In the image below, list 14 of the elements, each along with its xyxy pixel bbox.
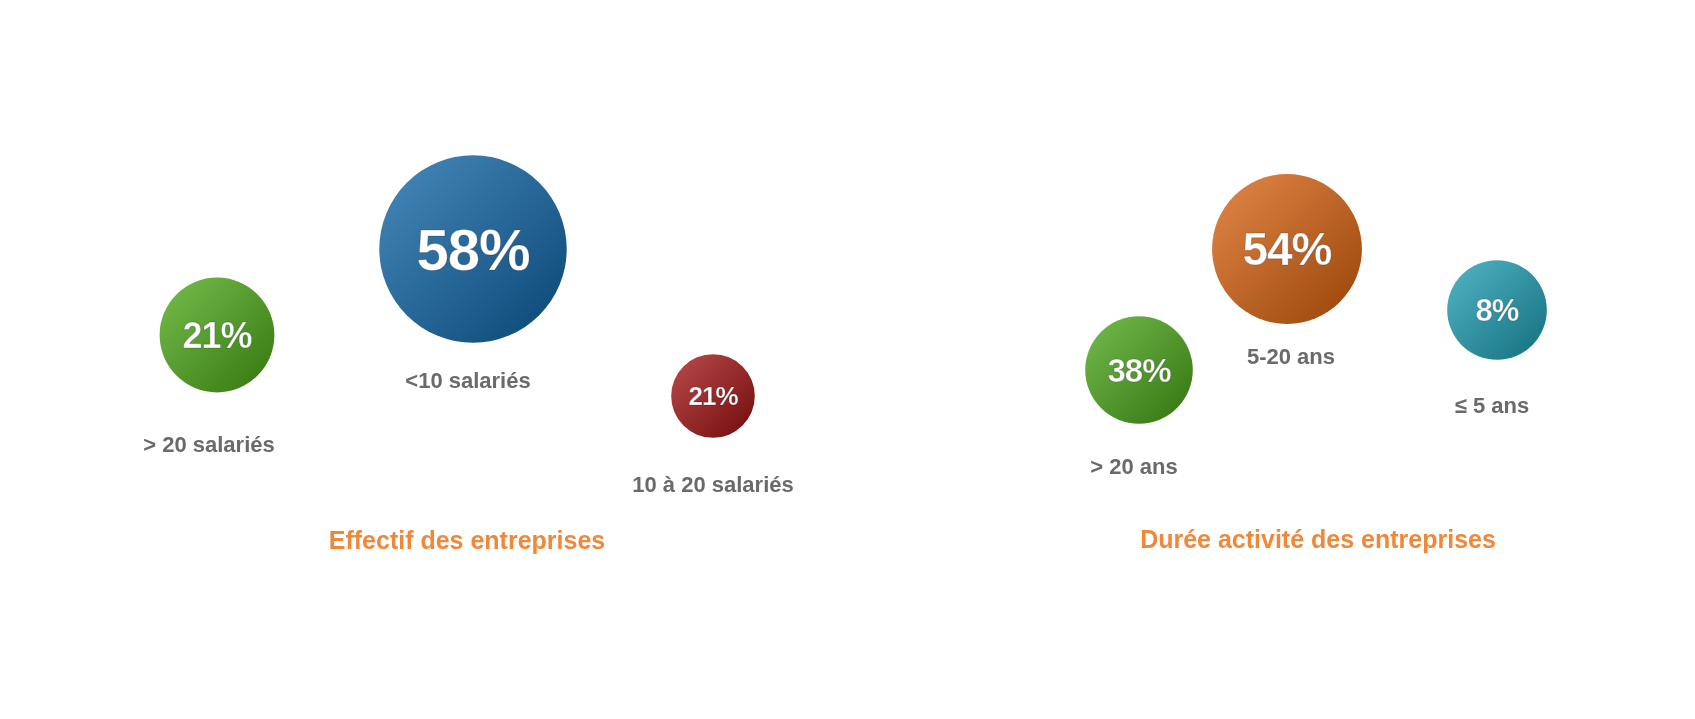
category-label: > 20 salariés	[143, 432, 275, 457]
text: Effectif des entreprises	[328, 526, 606, 554]
data-label: 38%	[1107, 351, 1172, 389]
category-label: 10 à 20 salariés	[632, 472, 794, 497]
data-label: 21%	[182, 314, 253, 356]
data-label: 21%	[688, 381, 739, 411]
category-label: 5-20 ans	[1246, 344, 1336, 369]
data-label: 54%	[1242, 223, 1332, 275]
category-label: <10 salariés	[405, 368, 531, 393]
category-label: > 20 ans	[1090, 454, 1178, 479]
text: Durée activité des entreprises	[1140, 525, 1496, 553]
category-label: ≤ 5 ans	[1454, 393, 1530, 418]
data-label: 8%	[1475, 292, 1519, 328]
data-label: 58%	[416, 216, 530, 282]
